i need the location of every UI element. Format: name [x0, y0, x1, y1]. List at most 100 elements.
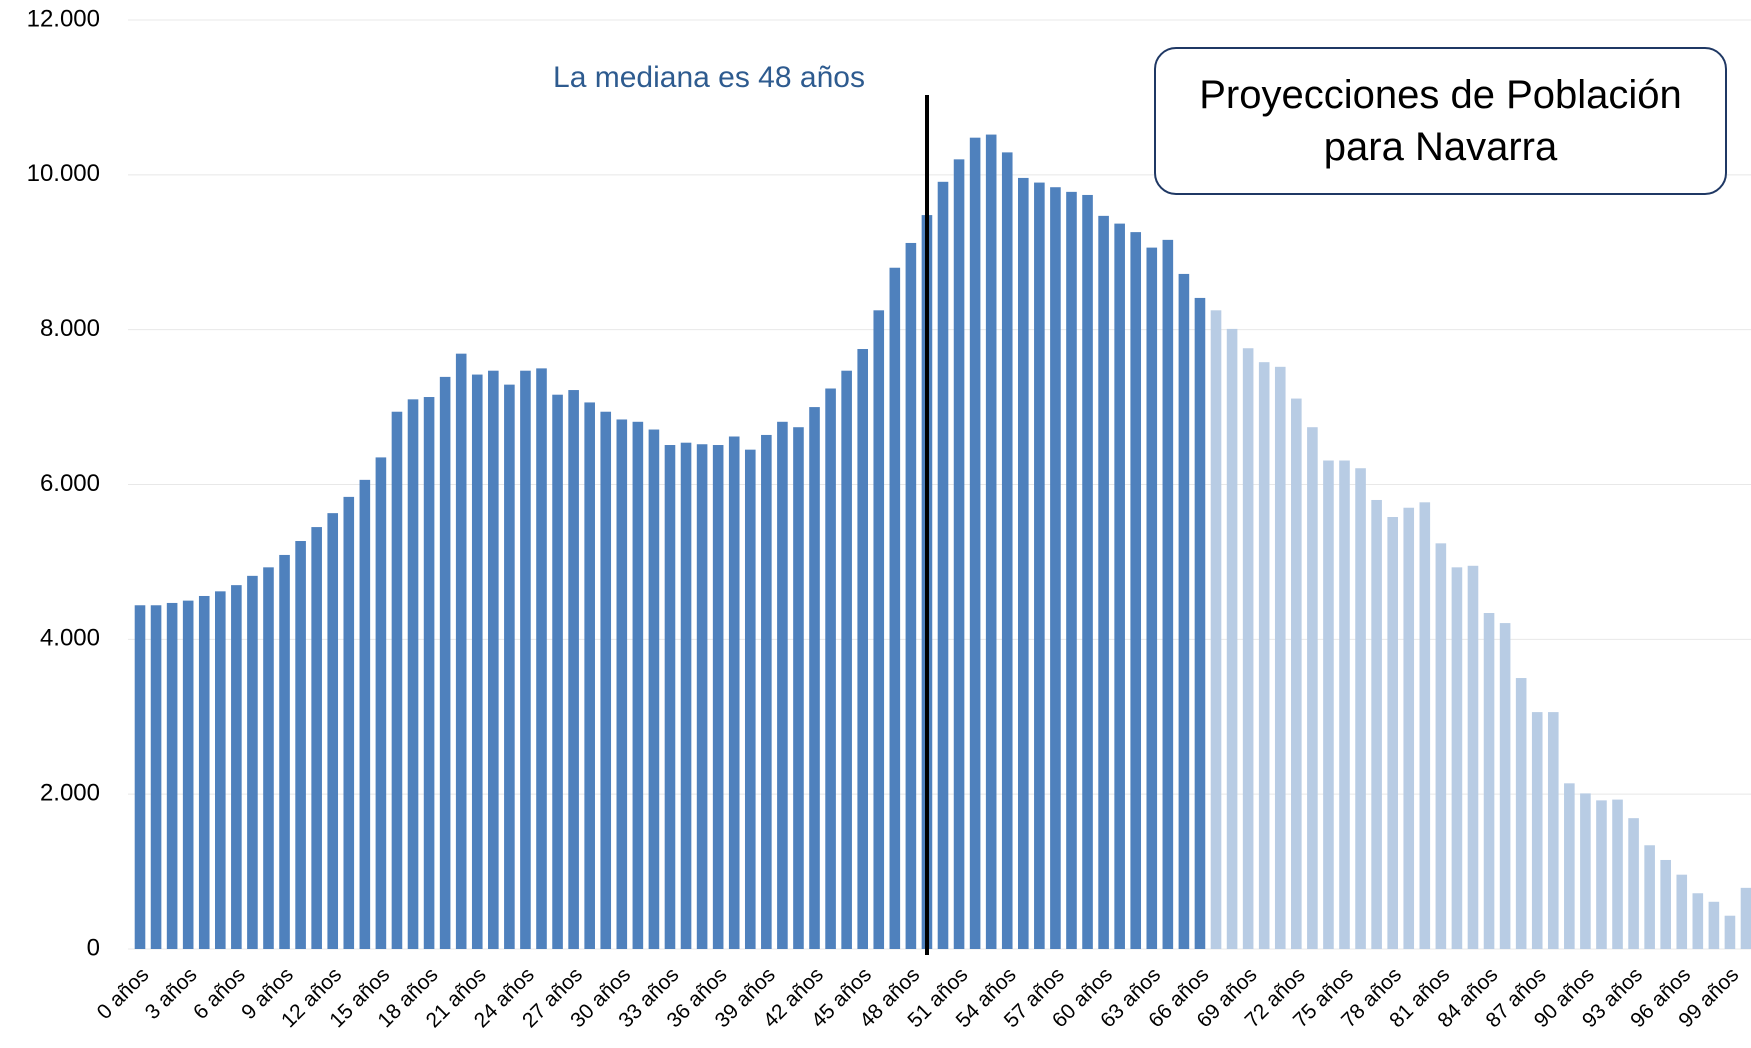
bar: [134, 605, 146, 949]
bar: [1660, 859, 1671, 949]
chart-title: Proyecciones de Población para Navarra: [1154, 47, 1727, 195]
bar: [455, 353, 467, 949]
bar: [1066, 191, 1077, 950]
y-tick-label: 10.000: [27, 160, 100, 187]
bar: [1210, 310, 1222, 949]
bar: [793, 427, 804, 949]
x-tick-label: 0 años: [93, 963, 154, 1024]
bar: [1178, 273, 1190, 950]
bar: [359, 479, 371, 949]
bar: [1596, 800, 1607, 949]
bar: [825, 388, 836, 950]
bar: [520, 370, 531, 949]
bar: [263, 567, 274, 949]
bar: [1371, 499, 1382, 949]
y-tick-label: 4.000: [40, 625, 100, 652]
bar: [841, 370, 852, 949]
bar: [423, 397, 435, 949]
bar: [1644, 845, 1655, 949]
bar: [1226, 328, 1238, 950]
bar: [1483, 613, 1495, 949]
bar: [1708, 901, 1720, 949]
bar: [439, 376, 451, 949]
bar: [1612, 799, 1623, 949]
bar: [295, 541, 306, 949]
bar: [857, 349, 868, 949]
bar: [311, 527, 322, 949]
bar: [953, 159, 965, 950]
bar: [600, 411, 612, 949]
bar: [632, 421, 644, 950]
y-tick-label: 0: [87, 934, 100, 961]
bar: [1307, 427, 1318, 949]
bar: [1547, 712, 1559, 949]
bar: [231, 585, 242, 949]
bar: [712, 445, 724, 949]
bar: [247, 575, 258, 949]
y-tick-label: 2.000: [40, 780, 100, 807]
bar: [937, 181, 949, 949]
x-tick-label: 3 años: [141, 963, 202, 1024]
bar: [873, 310, 885, 949]
bar: [1419, 502, 1431, 949]
bar: [1194, 297, 1206, 949]
bar: [969, 137, 981, 949]
bar: [166, 602, 178, 949]
bar: [761, 434, 772, 949]
bar: [1451, 567, 1463, 949]
y-tick-label: 6.000: [40, 470, 100, 497]
bar: [1050, 187, 1061, 950]
bar: [552, 394, 563, 949]
bar: [279, 554, 290, 949]
bar: [488, 370, 499, 949]
bar: [1387, 517, 1398, 949]
bar: [391, 411, 403, 949]
bar: [568, 390, 579, 950]
bar: [1291, 398, 1302, 949]
bar: [375, 457, 387, 949]
bar: [728, 436, 740, 949]
bar: [407, 399, 419, 949]
x-tick-label: 6 años: [189, 963, 250, 1024]
bar: [1355, 468, 1366, 949]
bar: [1258, 362, 1270, 950]
median-annotation: La mediana es 48 años: [553, 61, 865, 94]
bar: [1580, 793, 1591, 949]
bar: [1676, 874, 1688, 949]
bar: [1499, 623, 1511, 949]
bar: [1130, 232, 1142, 949]
bar: [680, 442, 692, 949]
bar: [1628, 818, 1639, 949]
bar: [504, 384, 515, 949]
bar: [696, 444, 708, 949]
bar: [1564, 783, 1575, 949]
bar: [664, 445, 676, 949]
y-tick-label: 8.000: [40, 315, 100, 342]
bar: [1242, 348, 1254, 949]
bar: [1114, 223, 1125, 949]
bar: [1098, 215, 1109, 950]
bar: [1435, 543, 1447, 949]
bar: [327, 513, 339, 949]
bar: [1082, 194, 1093, 949]
bar: [777, 421, 788, 950]
bar: [1146, 247, 1158, 950]
bar: [150, 605, 162, 949]
bar: [1467, 565, 1479, 949]
y-tick-label: 12.000: [27, 5, 100, 32]
bar: [744, 449, 756, 949]
bar: [1274, 366, 1286, 949]
bar: [1531, 712, 1543, 949]
bar: [1339, 460, 1350, 949]
bar: [985, 134, 997, 949]
bar: [215, 591, 226, 949]
bar: [1515, 678, 1527, 949]
bar: [809, 407, 820, 949]
bar: [1740, 887, 1751, 949]
bar: [1018, 177, 1029, 949]
bar: [182, 600, 194, 949]
bar: [198, 595, 210, 949]
bar: [616, 419, 628, 950]
